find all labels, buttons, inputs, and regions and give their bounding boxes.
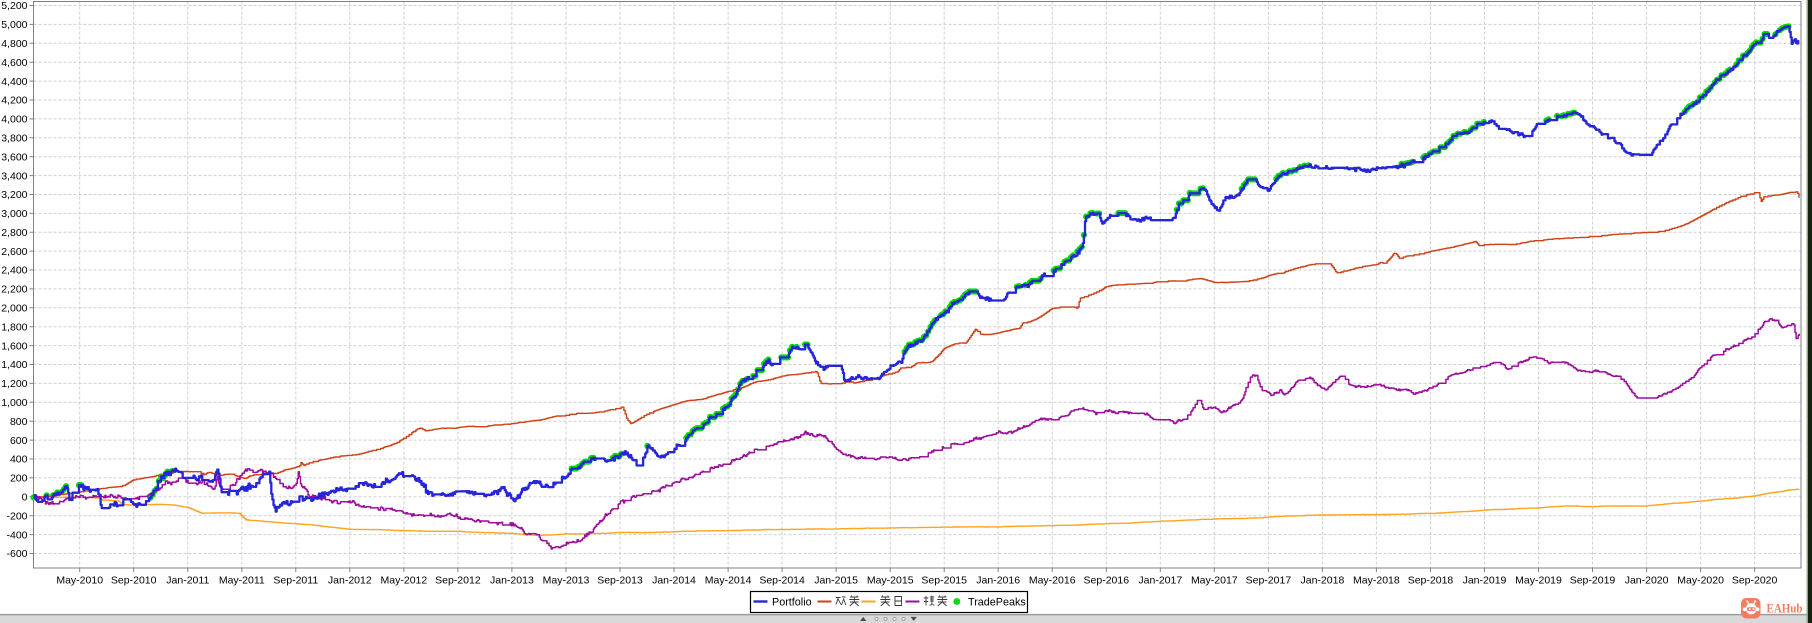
svg-text:-200: -200 — [6, 510, 27, 522]
svg-text:1,000: 1,000 — [1, 397, 27, 409]
svg-text:Jan-2020: Jan-2020 — [1625, 575, 1669, 587]
svg-text:Sep-2020: Sep-2020 — [1732, 575, 1778, 587]
svg-text:May-2016: May-2016 — [1029, 575, 1076, 587]
svg-text:2,000: 2,000 — [1, 303, 27, 315]
svg-text:600: 600 — [10, 435, 28, 447]
svg-text:EAHub: EAHub — [1767, 601, 1803, 616]
svg-text:Jan-2011: Jan-2011 — [166, 575, 209, 587]
svg-text:4,800: 4,800 — [1, 38, 27, 50]
svg-text:May-2013: May-2013 — [543, 575, 590, 587]
svg-text:May-2014: May-2014 — [705, 575, 752, 587]
svg-text:May-2015: May-2015 — [867, 575, 914, 587]
svg-text:May-2018: May-2018 — [1353, 575, 1400, 587]
svg-text:1,200: 1,200 — [1, 378, 27, 390]
svg-text:Sep-2019: Sep-2019 — [1570, 575, 1616, 587]
svg-text:1,600: 1,600 — [1, 340, 27, 352]
svg-text:2,200: 2,200 — [1, 284, 27, 296]
svg-text:May-2017: May-2017 — [1191, 575, 1238, 587]
svg-text:Jan-2016: Jan-2016 — [976, 575, 1020, 587]
svg-text:5,200: 5,200 — [1, 0, 27, 12]
svg-text:-600: -600 — [6, 548, 27, 560]
svg-text:5,000: 5,000 — [1, 19, 27, 31]
svg-text:Jan-2018: Jan-2018 — [1301, 575, 1345, 587]
svg-text:1,800: 1,800 — [1, 321, 27, 333]
svg-text:1,400: 1,400 — [1, 359, 27, 371]
svg-text:2,800: 2,800 — [1, 227, 27, 239]
svg-text:3,400: 3,400 — [1, 170, 27, 182]
svg-text:2,400: 2,400 — [1, 265, 27, 277]
svg-text:2,600: 2,600 — [1, 246, 27, 258]
svg-text:3,600: 3,600 — [1, 151, 27, 163]
svg-text:Sep-2010: Sep-2010 — [111, 575, 157, 587]
svg-text:Sep-2018: Sep-2018 — [1408, 575, 1454, 587]
svg-text:May-2012: May-2012 — [381, 575, 428, 587]
svg-text:Portfolio: Portfolio — [772, 596, 812, 608]
svg-text:4,000: 4,000 — [1, 114, 27, 126]
svg-text:0: 0 — [22, 492, 28, 504]
svg-text:3,200: 3,200 — [1, 189, 27, 201]
svg-text:Sep-2017: Sep-2017 — [1246, 575, 1292, 587]
svg-text:Sep-2014: Sep-2014 — [759, 575, 805, 587]
svg-text:Sep-2011: Sep-2011 — [273, 575, 318, 587]
svg-text:Jan-2019: Jan-2019 — [1463, 575, 1507, 587]
svg-text:Jan-2012: Jan-2012 — [328, 575, 372, 587]
svg-text:May-2011: May-2011 — [219, 575, 265, 587]
svg-text:4,200: 4,200 — [1, 95, 27, 107]
svg-text:800: 800 — [10, 416, 28, 428]
svg-text:May-2010: May-2010 — [56, 575, 103, 587]
svg-text:4,600: 4,600 — [1, 57, 27, 69]
svg-text:Sep-2015: Sep-2015 — [921, 575, 967, 587]
svg-text:May-2019: May-2019 — [1515, 575, 1562, 587]
svg-text:Jan-2017: Jan-2017 — [1138, 575, 1182, 587]
svg-text:TradePeaks: TradePeaks — [968, 597, 1026, 609]
svg-text:-400: -400 — [6, 529, 27, 541]
svg-text:May-2020: May-2020 — [1677, 575, 1724, 587]
svg-text:Jan-2014: Jan-2014 — [652, 575, 696, 587]
svg-text:4,400: 4,400 — [1, 76, 27, 88]
svg-text:3,800: 3,800 — [1, 133, 27, 145]
svg-text:3,000: 3,000 — [1, 208, 27, 220]
svg-text:200: 200 — [10, 473, 28, 485]
svg-text:Sep-2013: Sep-2013 — [597, 575, 643, 587]
svg-text:Jan-2013: Jan-2013 — [490, 575, 534, 587]
svg-text:Sep-2016: Sep-2016 — [1084, 575, 1130, 587]
svg-text:400: 400 — [10, 454, 28, 466]
svg-text:Sep-2012: Sep-2012 — [435, 575, 481, 587]
svg-text:Jan-2015: Jan-2015 — [814, 575, 858, 587]
